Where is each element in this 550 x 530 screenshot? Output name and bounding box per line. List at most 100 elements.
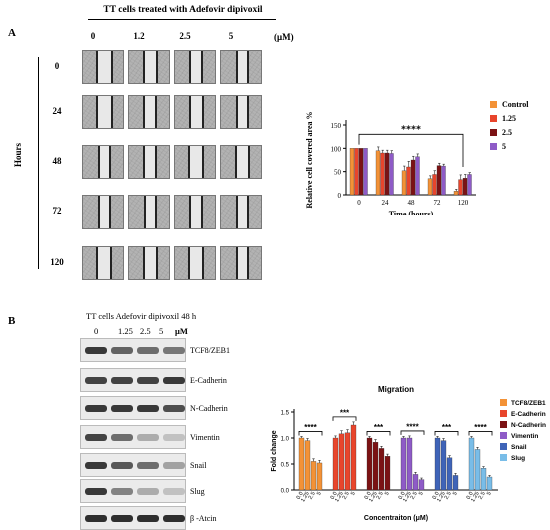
panel-b-label: B	[8, 315, 16, 327]
bar	[406, 437, 413, 491]
scratch-image	[82, 246, 124, 280]
column-label-0: 0	[90, 31, 96, 41]
legend-swatch	[490, 143, 497, 150]
blot-image	[80, 506, 186, 530]
blot-column-label-3: 5	[159, 326, 164, 336]
column-label-1: 1.2	[133, 31, 145, 41]
blot-band	[137, 515, 159, 522]
blot-image	[80, 425, 186, 449]
bar	[350, 424, 357, 491]
bar	[380, 152, 385, 196]
blot-band	[85, 347, 107, 354]
blot-label: TCF8/ZEB1	[190, 346, 231, 355]
blot-band	[111, 405, 133, 412]
y-tick-label: 1.5	[281, 411, 290, 417]
dose-tick-label: 5	[452, 491, 459, 497]
scratch-gap	[189, 51, 203, 83]
bar	[480, 468, 487, 491]
y-axis-label: Fold change	[271, 430, 278, 471]
scratch-gap	[189, 96, 204, 128]
x-tick-label: 120	[458, 199, 469, 207]
legend-swatch	[500, 410, 507, 417]
dose-tick-label: 5	[350, 491, 357, 497]
blot-band	[137, 405, 159, 412]
hours-axis-line	[38, 57, 39, 269]
dose-tick-label: 0.0	[432, 491, 441, 501]
dose-tick-label: 1.25	[402, 491, 413, 503]
blot-image	[80, 396, 186, 420]
x-axis-label: Time (hours)	[389, 210, 434, 215]
bar	[436, 165, 442, 196]
bar	[458, 179, 463, 196]
x-tick-label: 48	[408, 199, 416, 207]
row-label-2: 48	[52, 156, 62, 166]
bar	[304, 440, 311, 491]
scratch-image	[174, 95, 216, 129]
bar	[349, 148, 355, 196]
dose-tick-label: 2.5	[410, 491, 419, 501]
scratch-gap	[96, 51, 113, 83]
bar	[432, 174, 437, 196]
blot-label: β -Atcin	[190, 514, 217, 523]
dose-tick-label: 5	[316, 491, 323, 497]
scratch-gap	[236, 51, 249, 83]
significance-label: ***	[374, 423, 384, 432]
blot-band	[163, 434, 185, 441]
dose-tick-label: 1.25	[368, 491, 379, 503]
scratch-image	[82, 50, 124, 84]
bar	[427, 178, 433, 196]
bar	[378, 448, 385, 491]
bar	[468, 437, 475, 491]
significance-bracket	[400, 430, 425, 435]
wound-closure-chart: 0 50 100 150 0 24 48 72 120 **** Time (hours) Relat…	[305, 100, 529, 215]
scratch-image	[220, 50, 262, 84]
blot-band	[163, 462, 185, 469]
bar	[384, 152, 390, 196]
scratch-image	[128, 195, 170, 229]
blot-band	[137, 347, 159, 354]
chart-title: Migration	[378, 385, 414, 394]
significance-bracket	[298, 431, 323, 436]
scratch-gap	[96, 247, 112, 279]
scratch-gap	[143, 51, 158, 83]
blot-band	[163, 405, 185, 412]
bar	[375, 150, 381, 196]
panel-a-title: TT cells treated with Adefovir dipivoxil	[103, 5, 263, 15]
legend-label: Slug	[511, 455, 525, 462]
bar	[467, 174, 472, 196]
x-tick-label: 24	[382, 199, 390, 207]
significance-bracket	[468, 431, 493, 436]
blot-label: Slug	[190, 487, 205, 496]
panel-b-title: TT cells Adefovir dipivoxil 48 h	[86, 311, 197, 321]
blot-band	[85, 462, 107, 469]
scratch-image	[128, 50, 170, 84]
significance-label: ****	[474, 423, 487, 432]
significance-label: ****	[406, 422, 419, 431]
scratch-image	[220, 95, 262, 129]
bar	[338, 433, 345, 491]
bar	[332, 437, 339, 491]
legend-swatch	[490, 101, 497, 108]
legend-label: 1.25	[502, 114, 516, 123]
dose-tick-label: 5	[486, 491, 493, 497]
bar	[344, 432, 351, 491]
legend-label: E-Cadherin	[511, 411, 546, 418]
blot-column-label-0: 0	[94, 326, 99, 336]
bar	[412, 474, 419, 491]
dose-tick-label: 2.5	[376, 491, 385, 501]
scratch-gap	[188, 146, 204, 178]
y-tick-label: 0	[338, 192, 342, 200]
scratch-gap	[235, 146, 250, 178]
x-tick-label: 0	[357, 199, 361, 207]
blot-band	[111, 377, 133, 384]
blot-band	[163, 377, 185, 384]
bar	[452, 475, 459, 491]
bar	[401, 170, 407, 196]
bar	[410, 159, 416, 196]
dose-tick-label: 1.25	[470, 491, 481, 503]
bar	[384, 456, 391, 491]
x-tick-label: 72	[434, 199, 442, 207]
scratch-gap	[98, 146, 111, 178]
legend-swatch	[490, 115, 497, 122]
bar	[441, 165, 446, 196]
